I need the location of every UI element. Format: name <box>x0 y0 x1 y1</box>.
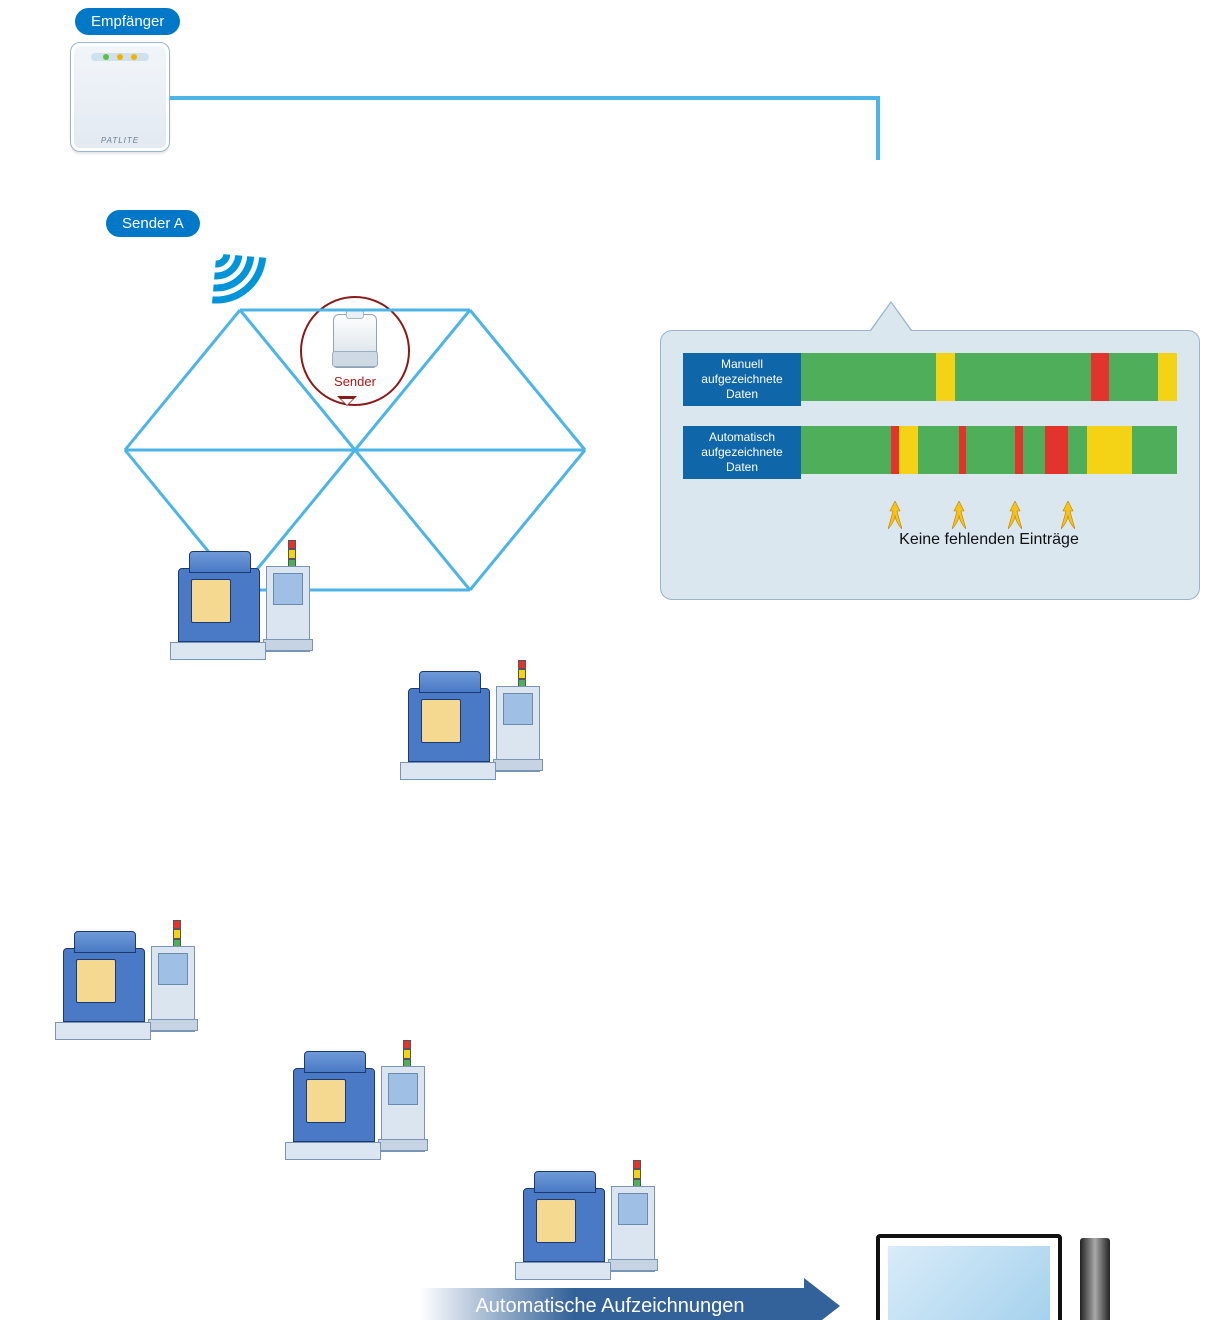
bar-segment <box>959 426 967 474</box>
bar-segment <box>1068 426 1087 474</box>
network-line-vertical <box>876 96 880 160</box>
caption-no-missing: Keine fehlenden Einträge <box>801 531 1177 549</box>
pointer-arrow-icon <box>1008 501 1022 529</box>
bar-segment <box>1158 353 1177 401</box>
auto-data-bar <box>801 426 1177 474</box>
manual-row-label: Manuell aufgezeichnete Daten <box>683 353 801 406</box>
bar-segment <box>1087 426 1132 474</box>
machine-node <box>285 1040 425 1160</box>
bar-segment <box>1109 353 1158 401</box>
bar-segment <box>1132 426 1177 474</box>
mesh-network <box>0 0 700 660</box>
bar-segment <box>891 426 899 474</box>
pc-tower-icon <box>1080 1238 1110 1320</box>
data-comparison-panel: Manuell aufgezeichnete Daten Automatisch… <box>660 330 1200 600</box>
pointer-arrow-icon <box>1061 501 1075 529</box>
bar-segment <box>918 426 959 474</box>
computer-icon <box>870 1234 1110 1320</box>
flow-arrow: Automatische Aufzeichnungen <box>420 1280 840 1320</box>
bar-segment <box>955 353 1090 401</box>
flow-arrow-label: Automatische Aufzeichnungen <box>420 1280 800 1320</box>
bar-segment <box>936 353 955 401</box>
pointer-arrows <box>801 499 1177 529</box>
pointer-arrow-icon <box>888 501 902 529</box>
bar-segment <box>1091 353 1110 401</box>
auto-row-label: Automatisch aufgezeichnete Daten <box>683 426 801 479</box>
bar-segment <box>899 426 918 474</box>
machine-node <box>55 920 195 1040</box>
machine-node <box>170 540 310 660</box>
bar-segment <box>801 353 936 401</box>
bar-segment <box>1023 426 1046 474</box>
bar-segment <box>1045 426 1068 474</box>
auto-data-row: Automatisch aufgezeichnete Daten <box>683 426 1177 479</box>
bar-segment <box>801 426 891 474</box>
bar-segment <box>1015 426 1023 474</box>
machine-node <box>515 1160 655 1280</box>
monitor-icon <box>876 1234 1062 1320</box>
manual-data-row: Manuell aufgezeichnete Daten <box>683 353 1177 406</box>
manual-data-bar <box>801 353 1177 401</box>
bar-segment <box>966 426 1015 474</box>
pointer-arrow-icon <box>952 501 966 529</box>
machine-node <box>400 660 540 780</box>
